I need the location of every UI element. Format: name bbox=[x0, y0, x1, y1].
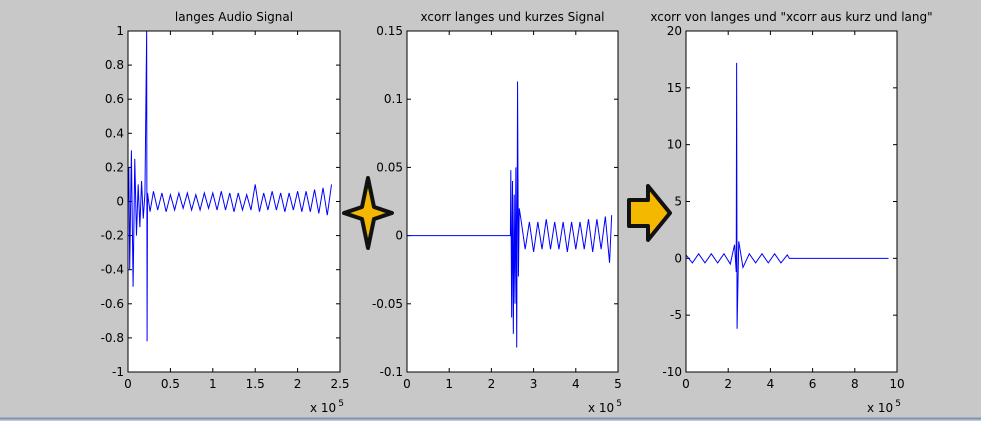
y-tick-label: -1 bbox=[112, 365, 124, 379]
arrow-icon bbox=[627, 184, 672, 242]
x-scale-base: x 10 bbox=[310, 401, 336, 415]
plot-frame bbox=[406, 30, 619, 373]
y-tick-label: 0.4 bbox=[105, 126, 124, 140]
x-scale-label: x 10 5 bbox=[867, 399, 901, 415]
y-tick-label: -0.8 bbox=[101, 331, 124, 345]
x-scale-base: x 10 bbox=[867, 401, 893, 415]
chart-title: xcorr langes und kurzes Signal bbox=[420, 10, 604, 24]
x-tick-label: 3 bbox=[530, 377, 538, 391]
x-tick-label: 8 bbox=[851, 377, 859, 391]
y-tick-label: 0 bbox=[116, 195, 124, 209]
x-tick-label: 1 bbox=[209, 377, 217, 391]
y-tick-label: 10 bbox=[667, 138, 682, 152]
y-tick-label: -10 bbox=[662, 365, 682, 379]
x-tick-label: 0 bbox=[682, 377, 690, 391]
x-tick-label: 1 bbox=[445, 377, 453, 391]
signal-line bbox=[407, 81, 613, 348]
x-tick-label: 2.5 bbox=[330, 377, 349, 391]
plot-area bbox=[686, 31, 897, 372]
x-tick-label: 10 bbox=[889, 377, 904, 391]
plot-area bbox=[128, 31, 340, 372]
y-tick-label: 1 bbox=[116, 24, 124, 38]
x-scale-exponent: 5 bbox=[338, 399, 344, 409]
y-tick-label: -5 bbox=[670, 308, 682, 322]
x-tick-label: 4 bbox=[572, 377, 580, 391]
x-tick-label: 0 bbox=[403, 377, 411, 391]
x-scale-label: x 10 5 bbox=[310, 399, 344, 415]
y-tick-label: 5 bbox=[674, 195, 682, 209]
y-tick-label: 0.05 bbox=[376, 160, 403, 174]
y-tick-label: 0.2 bbox=[105, 160, 124, 174]
x-scale-exponent: 5 bbox=[895, 399, 901, 409]
y-tick-label: 15 bbox=[667, 81, 682, 95]
y-tick-label: -0.1 bbox=[380, 365, 403, 379]
y-tick-label: -0.05 bbox=[372, 297, 403, 311]
x-tick-label: 6 bbox=[809, 377, 817, 391]
x-scale-base: x 10 bbox=[588, 401, 614, 415]
chart-title: xcorr von langes und "xcorr aus kurz und… bbox=[650, 10, 932, 24]
signal-line bbox=[685, 62, 889, 329]
plot-frame bbox=[127, 30, 341, 373]
x-tick-label: 5 bbox=[614, 377, 622, 391]
x-tick-label: 4 bbox=[767, 377, 775, 391]
x-tick-label: 2 bbox=[724, 377, 732, 391]
y-tick-label: 0.6 bbox=[105, 92, 124, 106]
y-tick-label: 20 bbox=[667, 24, 682, 38]
y-tick-label: 0 bbox=[395, 229, 403, 243]
signal-line bbox=[127, 30, 333, 342]
y-tick-label: -0.4 bbox=[101, 263, 124, 277]
x-tick-label: 0.5 bbox=[161, 377, 180, 391]
y-tick-label: 0.15 bbox=[376, 24, 403, 38]
y-tick-label: 0.8 bbox=[105, 58, 124, 72]
star-icon bbox=[342, 176, 394, 250]
y-tick-label: -0.2 bbox=[101, 229, 124, 243]
y-tick-label: -0.6 bbox=[101, 297, 124, 311]
chart-title: langes Audio Signal bbox=[175, 10, 293, 24]
x-tick-label: 2 bbox=[294, 377, 302, 391]
plot-frame bbox=[685, 30, 898, 373]
x-tick-label: 0 bbox=[124, 377, 132, 391]
x-tick-label: 1.5 bbox=[246, 377, 265, 391]
x-scale-label: x 10 5 bbox=[588, 399, 622, 415]
x-tick-label: 2 bbox=[488, 377, 496, 391]
y-tick-label: 0.1 bbox=[384, 92, 403, 106]
x-scale-exponent: 5 bbox=[616, 399, 622, 409]
y-tick-label: 0 bbox=[674, 251, 682, 265]
